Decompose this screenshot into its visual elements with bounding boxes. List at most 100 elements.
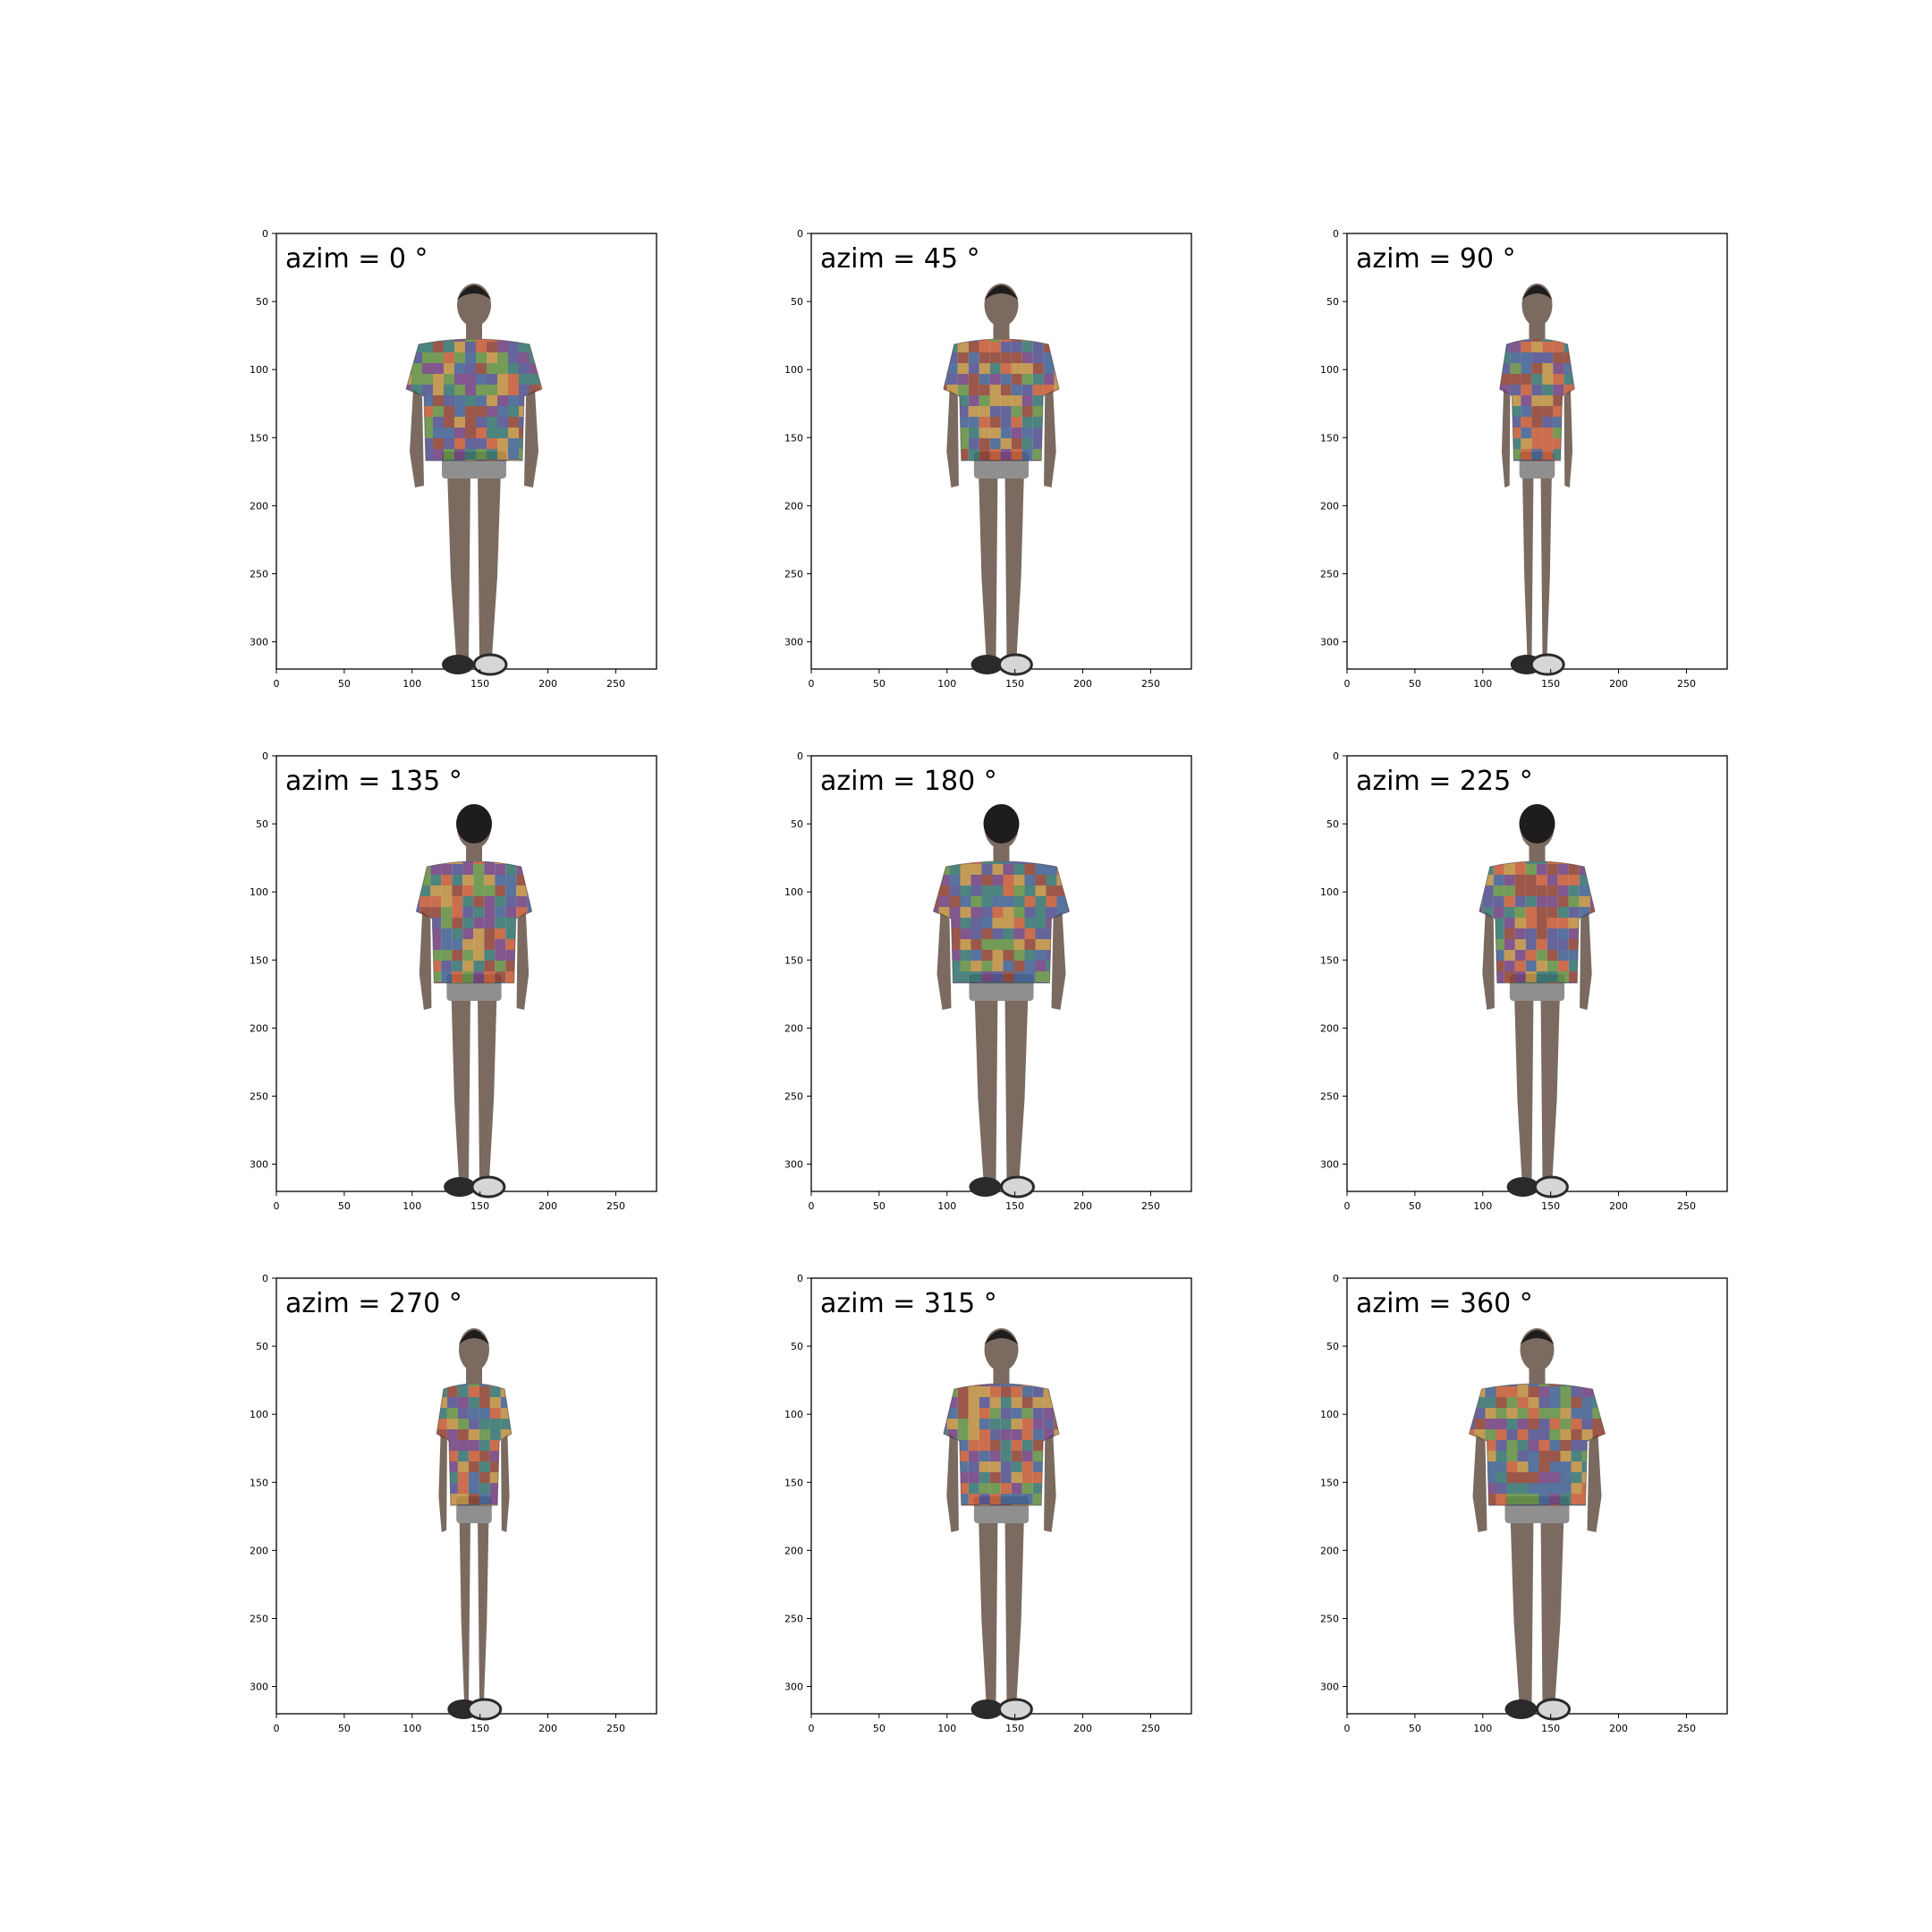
hair xyxy=(1519,804,1555,843)
left-arm xyxy=(410,389,424,487)
y-tick-label: 50 xyxy=(1326,1341,1339,1352)
azimuth-label: azim = 315 ° xyxy=(820,1288,997,1319)
left-arm xyxy=(946,389,959,487)
x-tick-label: 0 xyxy=(274,1723,280,1734)
right-leg xyxy=(1004,1514,1024,1702)
y-tick-label: 50 xyxy=(256,818,268,830)
x-tick-label: 100 xyxy=(937,1723,956,1734)
right-arm xyxy=(524,389,538,487)
x-tick-label: 250 xyxy=(1141,1723,1160,1734)
left-shoe xyxy=(1506,1177,1539,1197)
right-shoe xyxy=(470,1175,506,1199)
x-tick-label: 200 xyxy=(538,678,557,690)
y-tick-label: 150 xyxy=(250,432,268,444)
left-shoe xyxy=(444,1177,477,1197)
left-leg xyxy=(979,1514,998,1702)
left-arm xyxy=(1501,389,1511,487)
y-tick-label: 50 xyxy=(791,818,803,830)
x-tick-label: 150 xyxy=(1005,1200,1024,1212)
y-tick-label: 300 xyxy=(250,1159,268,1171)
y-tick-label: 300 xyxy=(250,1682,268,1693)
x-tick-label: 50 xyxy=(1409,1723,1421,1734)
y-tick-label: 300 xyxy=(784,1682,803,1693)
subplot-2: 0 50 100 150 200 250 0 50 100 150 200 250 300 azim = … xyxy=(1320,228,1728,690)
left-arm xyxy=(438,1434,447,1532)
left-arm xyxy=(1482,911,1495,1010)
y-tick-label: 150 xyxy=(1320,1477,1339,1488)
right-shoe xyxy=(1000,1175,1035,1199)
y-tick-label: 300 xyxy=(784,637,803,648)
x-tick-label: 200 xyxy=(1609,1723,1628,1734)
y-tick-label: 100 xyxy=(784,886,803,898)
hair xyxy=(1521,285,1553,300)
x-tick-label: 150 xyxy=(1005,1723,1024,1734)
left-leg xyxy=(451,992,470,1180)
azimuth-label: azim = 225 ° xyxy=(1356,766,1533,797)
y-tick-label: 250 xyxy=(250,568,268,580)
azimuth-label: azim = 0 ° xyxy=(285,243,428,275)
y-tick-label: 250 xyxy=(1320,1090,1339,1102)
subplot-4: 0 50 100 150 200 250 0 50 100 150 200 250 300 azim = … xyxy=(784,750,1192,1212)
left-leg xyxy=(447,470,470,657)
azimuth-label: azim = 180 ° xyxy=(820,766,997,797)
y-tick-label: 0 xyxy=(797,228,803,240)
x-tick-label: 250 xyxy=(1677,1723,1696,1734)
right-shoe xyxy=(467,1698,503,1721)
x-tick-label: 100 xyxy=(937,678,956,690)
right-leg xyxy=(1004,470,1024,657)
y-tick-label: 250 xyxy=(784,568,803,580)
right-leg xyxy=(1540,1514,1564,1702)
azimuth-label: azim = 135 ° xyxy=(285,766,462,797)
x-tick-label: 50 xyxy=(873,1723,886,1734)
x-tick-label: 150 xyxy=(470,678,489,690)
x-tick-label: 0 xyxy=(274,678,280,690)
right-shoe xyxy=(472,653,508,676)
y-tick-label: 50 xyxy=(256,1341,268,1352)
right-shoe xyxy=(1530,653,1565,676)
azimuth-label: azim = 45 ° xyxy=(820,243,980,275)
y-tick-label: 0 xyxy=(262,228,268,240)
y-tick-label: 150 xyxy=(250,954,268,966)
y-tick-label: 150 xyxy=(250,1477,268,1488)
y-tick-label: 150 xyxy=(784,1477,803,1488)
y-tick-label: 200 xyxy=(784,1022,803,1034)
right-arm xyxy=(1051,911,1066,1010)
left-arm xyxy=(419,911,432,1010)
subplot-1: 0 50 100 150 200 250 0 50 100 150 200 250 300 azim = … xyxy=(784,228,1192,690)
x-tick-label: 0 xyxy=(809,1200,815,1212)
x-tick-label: 0 xyxy=(809,678,815,690)
subplot-5: 0 50 100 150 200 250 0 50 100 150 200 250 300 azim = … xyxy=(1320,750,1728,1212)
x-tick-label: 200 xyxy=(1073,1200,1092,1212)
subplot-3: 0 50 100 150 200 250 0 50 100 150 200 250 300 azim = … xyxy=(250,750,657,1212)
azimuth-label: azim = 360 ° xyxy=(1356,1288,1533,1319)
hair xyxy=(983,804,1020,843)
right-arm xyxy=(501,1434,510,1532)
x-tick-label: 50 xyxy=(873,1200,886,1212)
y-tick-label: 50 xyxy=(1326,296,1339,308)
y-tick-label: 200 xyxy=(784,1545,803,1556)
x-tick-label: 100 xyxy=(1473,678,1492,690)
subplot-7: 0 50 100 150 200 250 0 50 100 150 200 250 300 azim = … xyxy=(784,1273,1192,1734)
x-tick-label: 0 xyxy=(809,1723,815,1734)
y-tick-label: 100 xyxy=(1320,364,1339,376)
hair xyxy=(457,285,491,300)
x-tick-label: 50 xyxy=(338,1200,351,1212)
right-leg xyxy=(478,470,501,657)
left-arm xyxy=(936,911,952,1010)
x-tick-label: 0 xyxy=(1344,678,1351,690)
y-tick-label: 250 xyxy=(1320,1613,1339,1624)
y-tick-label: 250 xyxy=(784,1090,803,1102)
x-tick-label: 150 xyxy=(1541,678,1560,690)
x-tick-label: 250 xyxy=(1677,678,1696,690)
left-shoe xyxy=(970,1699,1004,1719)
x-tick-label: 250 xyxy=(1141,678,1160,690)
y-tick-label: 0 xyxy=(1333,1273,1339,1284)
right-shoe xyxy=(1533,1175,1569,1199)
right-arm xyxy=(516,911,530,1010)
left-leg xyxy=(979,470,998,657)
right-arm xyxy=(1044,389,1056,487)
left-shoe xyxy=(970,655,1004,674)
y-tick-label: 100 xyxy=(1320,886,1339,898)
y-tick-label: 100 xyxy=(250,364,268,376)
